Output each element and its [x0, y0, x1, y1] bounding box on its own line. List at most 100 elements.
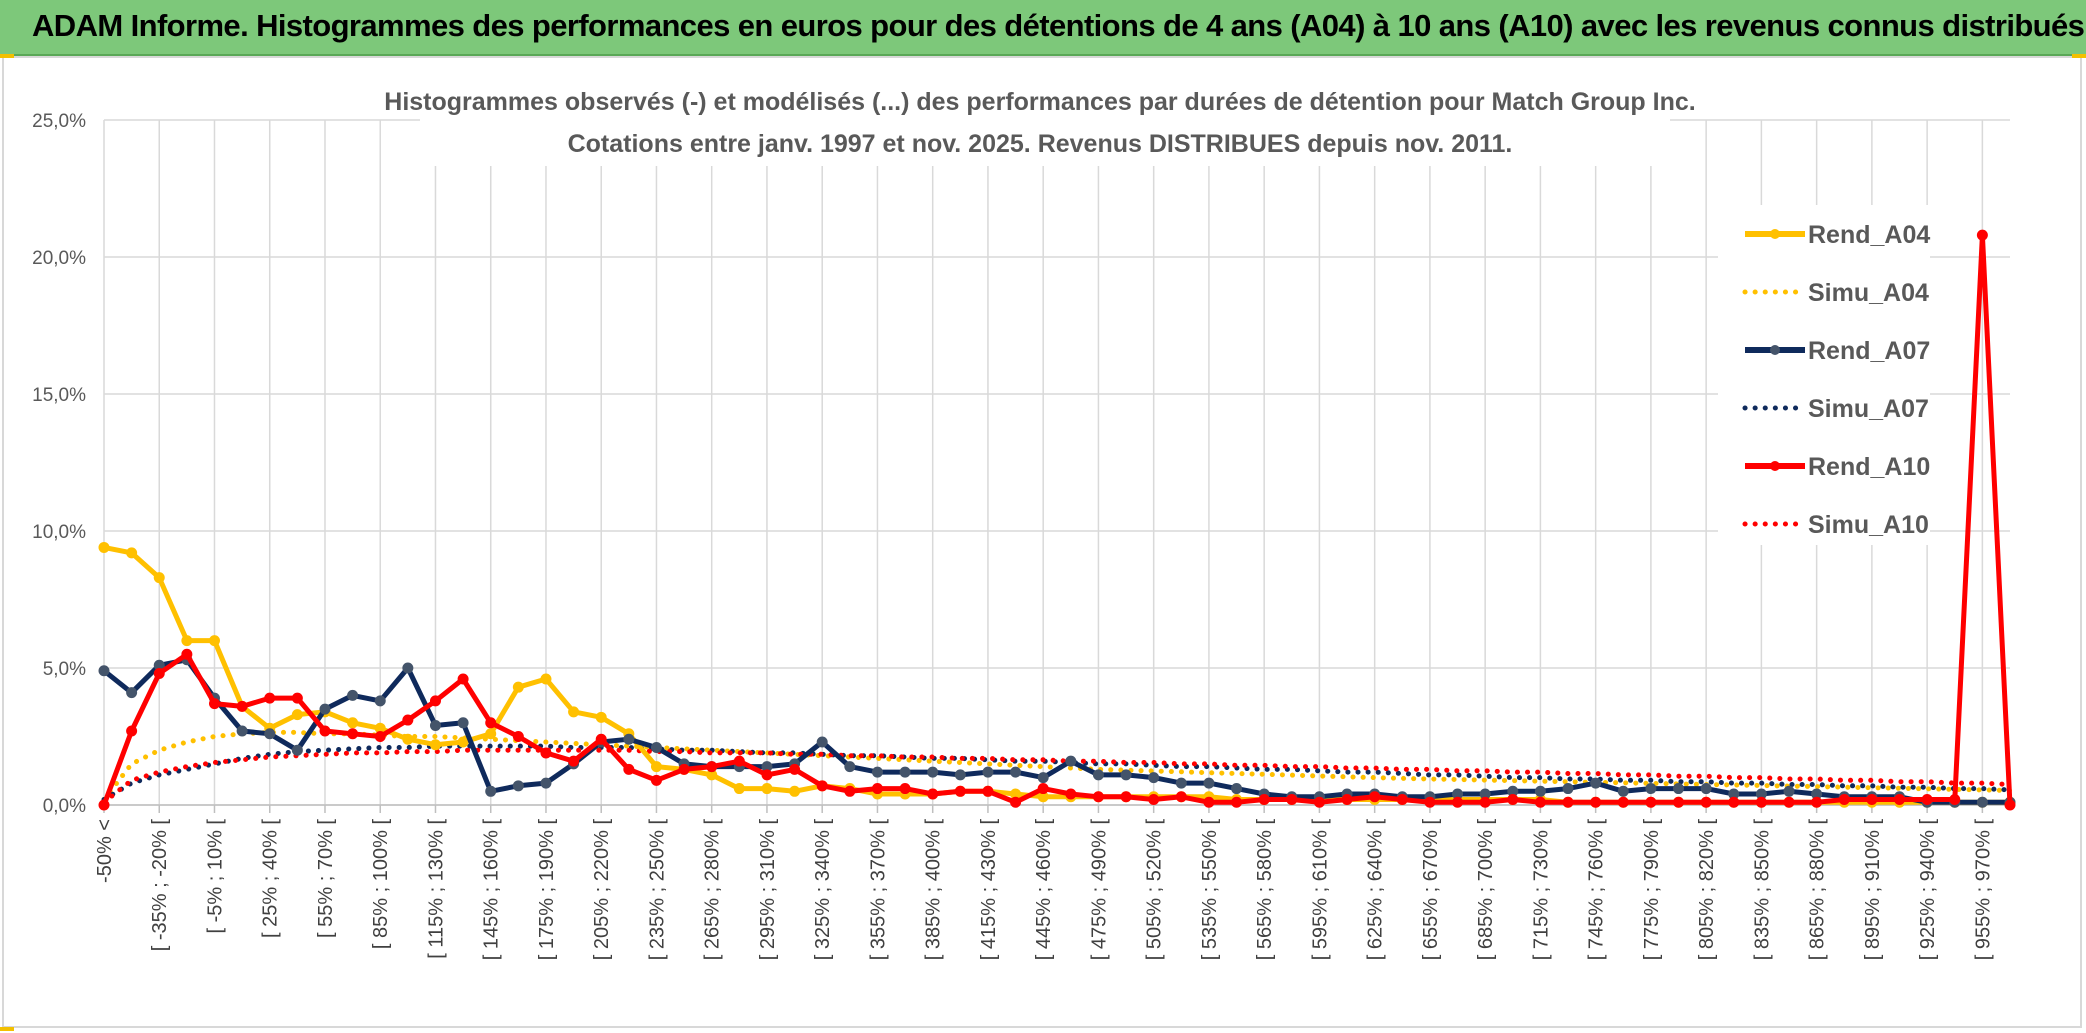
point-Rend_A10	[1783, 796, 1795, 808]
point-Rend_A07	[1231, 783, 1243, 795]
point-Rend_A07	[1175, 777, 1187, 789]
report-title: ADAM Informe. Histogrammes des performan…	[32, 8, 2085, 43]
legend-label: Simu_A07	[1808, 395, 1929, 423]
point-Rend_A07	[1120, 769, 1132, 781]
y-axis: 0,0% 5,0% 10,0% 15,0% 20,0% 25,0%	[32, 111, 86, 817]
point-Rend_A07	[1976, 796, 1988, 808]
point-Rend_A10	[485, 717, 497, 729]
legend-label: Rend_A04	[1808, 221, 1930, 249]
point-Rend_A07	[899, 766, 911, 778]
point-Rend_A10	[1590, 796, 1602, 808]
x-axis: -50% < [ -35% ; -20% [[ -5% ; 10% [[ 25% …	[94, 819, 1994, 961]
point-Rend_A04	[789, 785, 801, 797]
point-Rend_A10	[402, 714, 414, 726]
point-Rend_A10	[1341, 794, 1353, 806]
x-tick-label: [ 625% ; 640% [	[1365, 819, 1387, 961]
legend-marker	[1770, 229, 1780, 239]
line-Simu_A07	[101, 743, 2013, 802]
point-Rend_A10	[1838, 794, 1850, 806]
point-Rend_A07	[1203, 777, 1215, 789]
point-Rend_A10	[512, 731, 524, 742]
point-Rend_A10	[1811, 796, 1823, 808]
x-tick-label: [ 385% ; 400% [	[923, 819, 945, 961]
x-tick-label: [ 805% ; 820% [	[1696, 819, 1718, 961]
point-Rend_A07	[1645, 783, 1657, 795]
point-Rend_A07	[347, 689, 359, 701]
point-Rend_A07	[1590, 777, 1602, 789]
point-Rend_A10	[1479, 796, 1491, 808]
point-Rend_A04	[347, 717, 359, 729]
point-Rend_A07	[540, 777, 552, 789]
x-tick-label: [ 505% ; 520% [	[1144, 819, 1166, 961]
x-tick-label: [ 865% ; 880% [	[1807, 819, 1829, 961]
point-Rend_A07	[871, 766, 883, 778]
point-Rend_A10	[706, 761, 718, 773]
point-Rend_A10	[1203, 796, 1215, 808]
y-tick-label: 10,0%	[32, 522, 86, 543]
point-Rend_A04	[98, 541, 110, 553]
x-tick-label: [ 535% ; 550% [	[1199, 819, 1221, 961]
point-Rend_A10	[98, 799, 110, 811]
x-tick-label: [ 835% ; 850% [	[1751, 819, 1773, 961]
point-Rend_A10	[899, 783, 911, 795]
point-Rend_A07	[1534, 785, 1546, 797]
point-Rend_A04	[153, 572, 165, 584]
point-Rend_A07	[954, 769, 966, 781]
point-Rend_A04	[457, 736, 469, 748]
point-Rend_A10	[650, 774, 662, 786]
x-tick-label: [ 205% ; 220% [	[591, 819, 613, 961]
x-tick-label: [ 475% ; 490% [	[1088, 819, 1110, 961]
point-Rend_A04	[208, 635, 220, 647]
point-Rend_A10	[1562, 796, 1574, 808]
title-backdrop	[420, 80, 1670, 166]
point-Rend_A10	[319, 725, 331, 737]
point-Rend_A10	[1258, 794, 1270, 806]
y-tick-label: 0,0%	[43, 796, 86, 817]
x-tick-label: [ 145% ; 160% [	[481, 819, 503, 961]
x-tick-label: [ 565% ; 580% [	[1254, 819, 1276, 961]
point-Rend_A10	[1120, 791, 1132, 803]
x-tick-label: [ 775% ; 790% [	[1641, 819, 1663, 961]
point-Rend_A10	[1369, 791, 1381, 803]
point-Rend_A07	[291, 744, 303, 756]
point-Rend_A07	[1673, 783, 1685, 795]
point-Rend_A04	[402, 733, 414, 745]
point-Rend_A10	[264, 692, 276, 704]
point-Rend_A10	[429, 695, 441, 707]
point-Rend_A10	[1452, 796, 1464, 808]
point-Rend_A04	[761, 783, 773, 795]
x-tick-label: [ -5% ; 10% [	[204, 819, 226, 934]
point-Rend_A10	[789, 763, 801, 775]
point-Rend_A07	[1617, 785, 1629, 797]
point-Rend_A10	[291, 692, 303, 704]
point-Rend_A04	[595, 711, 607, 723]
point-Rend_A10	[1092, 791, 1104, 803]
point-Rend_A10	[1728, 796, 1740, 808]
x-tick-label: [ 745% ; 760% [	[1586, 819, 1608, 961]
corner-mark	[0, 1027, 14, 1031]
point-Rend_A10	[1673, 796, 1685, 808]
point-Rend_A10	[1534, 796, 1546, 808]
y-tick-label: 25,0%	[32, 111, 86, 132]
line-Rend_A04	[103, 544, 2010, 805]
legend-label: Simu_A10	[1808, 511, 1929, 539]
point-Rend_A10	[1010, 796, 1022, 808]
report-banner: ADAM Informe. Histogrammes des performan…	[0, 0, 2086, 56]
point-Rend_A04	[540, 673, 552, 685]
x-tick-label: [ 655% ; 670% [	[1420, 819, 1442, 961]
point-Rend_A07	[1148, 772, 1160, 784]
point-Rend_A04	[126, 547, 138, 559]
legend-label: Simu_A04	[1808, 279, 1929, 307]
point-Rend_A07	[1010, 766, 1022, 778]
point-Rend_A07	[1783, 785, 1795, 797]
point-Rend_A10	[1976, 229, 1988, 241]
point-Rend_A07	[650, 741, 662, 753]
legend-label: Rend_A07	[1808, 337, 1930, 365]
point-Rend_A10	[678, 763, 690, 775]
point-Rend_A04	[733, 783, 745, 795]
point-Rend_A10	[982, 785, 994, 797]
y-tick-label: 15,0%	[32, 385, 86, 406]
x-tick-label: [ 85% ; 100% [	[370, 819, 392, 950]
point-Rend_A10	[457, 673, 469, 685]
